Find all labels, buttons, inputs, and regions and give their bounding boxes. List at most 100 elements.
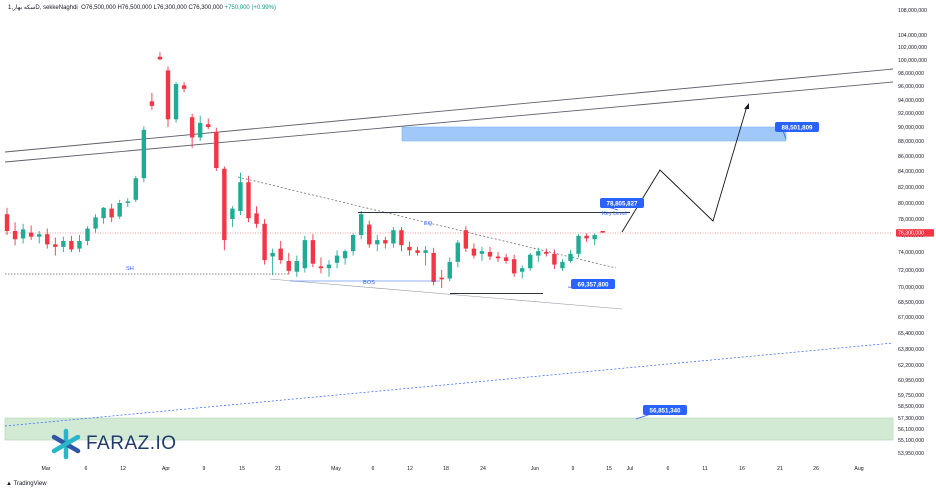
candle <box>214 127 219 171</box>
candle <box>262 219 267 265</box>
candle <box>600 231 605 233</box>
candle-body <box>447 261 452 279</box>
current-price-tag <box>896 229 934 237</box>
candle-body <box>391 230 396 244</box>
candle-body <box>399 230 404 246</box>
x-tick-label: 21 <box>777 466 783 472</box>
candle <box>230 206 235 227</box>
candle <box>375 235 380 252</box>
candle <box>455 240 460 268</box>
candle <box>487 246 493 261</box>
candle <box>520 265 525 279</box>
candle-body <box>439 277 444 280</box>
candle-body <box>45 234 50 245</box>
candle-body <box>560 261 565 269</box>
candle-body <box>520 268 525 272</box>
level-tag-label: 69,357,800 <box>578 281 610 288</box>
candle <box>4 207 10 235</box>
level-tag: 88,501,809 <box>775 122 819 140</box>
y-tick-label: 74,000,000 <box>898 250 924 256</box>
x-tick-label: Jul <box>627 466 634 472</box>
candle <box>246 175 251 223</box>
candle-body <box>28 232 34 237</box>
candle <box>181 82 187 93</box>
candle-body <box>294 261 299 272</box>
candle-body <box>310 240 316 264</box>
price-change: +750,000 (+0.99%) <box>224 5 276 11</box>
candle-body <box>375 240 380 245</box>
candle <box>584 233 589 242</box>
x-tick-label: 9 <box>203 466 206 472</box>
y-tick-label: 60,950,000 <box>898 378 924 384</box>
candle-body <box>342 251 348 259</box>
candle <box>141 126 147 183</box>
candle-body <box>230 208 235 219</box>
descending-trendline <box>237 176 617 269</box>
candle <box>511 254 517 277</box>
candle <box>326 260 332 277</box>
candle <box>117 199 122 219</box>
candle <box>270 248 275 276</box>
candle <box>342 249 348 265</box>
candle <box>28 225 34 241</box>
candle <box>286 252 291 275</box>
candle <box>552 249 557 270</box>
y-tick-label: 70,000,000 <box>898 285 924 291</box>
candle <box>173 82 179 123</box>
y-tick-label: 62,200,000 <box>898 363 924 369</box>
candle-body <box>455 242 460 262</box>
candle-body <box>359 214 364 235</box>
candle-body <box>584 235 589 239</box>
candle-body <box>238 182 243 211</box>
logo-text: FARAZ.IO <box>86 433 177 454</box>
x-tick-label: 9 <box>572 466 575 472</box>
candle-body <box>157 56 163 60</box>
candle-body <box>576 235 581 254</box>
candle <box>359 211 364 240</box>
candle-body <box>286 261 291 271</box>
candle <box>45 228 50 249</box>
candle <box>439 270 444 288</box>
level-tag: 78,805,827 <box>600 198 644 211</box>
y-tick-label: 55,100,000 <box>898 438 924 444</box>
lower-channel-line <box>4 81 894 163</box>
candle-body <box>278 248 283 261</box>
candle-body <box>326 264 332 269</box>
level-tag: 69,357,800 <box>567 279 615 289</box>
candle <box>592 233 597 246</box>
candle <box>350 233 356 256</box>
x-tick-label: Aug <box>854 466 863 472</box>
upper-channel-line <box>4 68 894 153</box>
candle <box>85 226 90 246</box>
candle-body <box>101 207 106 219</box>
candle <box>463 226 469 252</box>
candle <box>407 241 412 256</box>
candle-body <box>141 129 147 179</box>
y-tick-label: 102,000,000 <box>898 45 927 51</box>
candle <box>189 113 195 148</box>
symbol-title[interactable]: سکه بهار,1D, sekkeNaghdi <box>8 5 78 11</box>
candle <box>133 175 138 203</box>
candle <box>544 248 549 257</box>
candle <box>399 227 404 252</box>
current-price-label: 76,300,000 <box>898 231 924 237</box>
x-tick-label: 6 <box>85 466 88 472</box>
candle-body <box>12 231 18 240</box>
x-tick-label: Apr <box>162 466 170 472</box>
candle-body <box>133 178 138 200</box>
candle-body <box>367 224 372 245</box>
y-tick-label: 57,300,000 <box>898 416 924 422</box>
candle-body <box>262 223 267 261</box>
candle <box>471 243 477 259</box>
candle-body <box>214 131 219 168</box>
x-tick-label: 11 <box>702 466 707 472</box>
eq-label: EQ <box>424 221 433 227</box>
x-tick-label: 24 <box>480 466 486 472</box>
x-tick-label: Jun <box>531 466 539 472</box>
candle-body <box>4 214 10 231</box>
candle-body <box>334 255 340 263</box>
candle-body <box>600 231 605 233</box>
key-level-label: Key Level <box>602 211 627 217</box>
candle-body <box>254 213 259 224</box>
